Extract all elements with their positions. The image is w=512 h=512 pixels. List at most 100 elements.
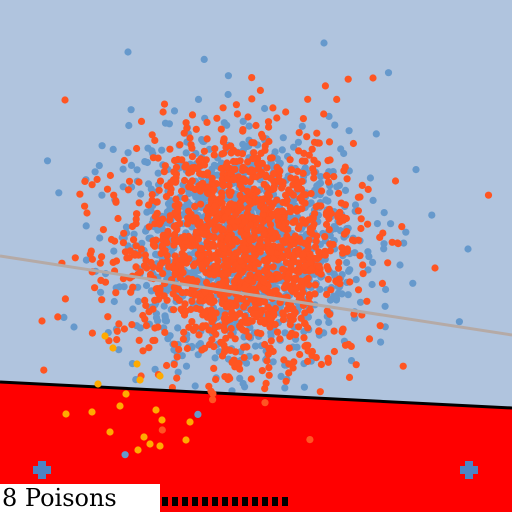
blue-point <box>335 181 343 189</box>
blue-point <box>279 134 287 142</box>
orange-point <box>170 168 178 176</box>
orange-point <box>259 133 267 141</box>
orange-point <box>287 262 295 270</box>
orange-point <box>295 268 303 276</box>
orange-point <box>265 364 273 372</box>
orange-point <box>240 245 248 253</box>
orange-point <box>323 263 331 271</box>
orange-point <box>125 177 134 185</box>
orange-point <box>191 202 199 210</box>
orange-point <box>217 233 225 241</box>
orange-point <box>273 114 281 122</box>
blue-point <box>144 180 153 188</box>
blue-point <box>251 342 260 350</box>
plus-icon[interactable] <box>460 461 478 479</box>
orange-point <box>267 203 275 211</box>
orange-point <box>254 165 263 173</box>
blue-point <box>143 158 151 167</box>
orange-point <box>183 344 191 353</box>
orange-point <box>344 75 352 83</box>
orange-point <box>248 213 256 221</box>
blue-point <box>428 211 436 219</box>
poison-point <box>94 380 102 388</box>
orange-point <box>221 255 229 264</box>
orange-point <box>299 169 307 177</box>
blue-point <box>154 226 162 234</box>
orange-point <box>264 190 272 198</box>
blue-point <box>236 374 244 382</box>
zone-boundary-line[interactable] <box>0 380 512 410</box>
orange-point <box>101 278 110 286</box>
orange-point <box>222 334 230 342</box>
orange-point <box>86 250 94 258</box>
orange-point <box>273 328 282 336</box>
orange-point <box>258 367 266 375</box>
blue-point <box>130 230 138 238</box>
progress-dash <box>222 497 228 506</box>
orange-point <box>148 191 156 199</box>
blue-point <box>174 324 182 332</box>
orange-point <box>114 214 122 223</box>
poison-point <box>134 446 142 454</box>
orange-point <box>283 196 291 204</box>
orange-point <box>334 264 343 272</box>
blue-point <box>119 165 127 173</box>
orange-point <box>211 253 219 261</box>
orange-point <box>252 173 260 181</box>
orange-point <box>276 335 284 343</box>
blue-point <box>115 283 124 291</box>
orange-point <box>333 278 341 286</box>
orange-point <box>242 327 250 335</box>
orange-point <box>99 226 107 234</box>
orange-point <box>279 316 287 324</box>
orange-point <box>139 347 147 355</box>
orange-point <box>341 341 350 349</box>
orange-point <box>170 360 178 369</box>
orange-point <box>275 178 283 186</box>
orange-point <box>256 86 264 94</box>
orange-point <box>200 223 208 231</box>
orange-point <box>176 220 184 228</box>
orange-point <box>126 247 134 255</box>
orange-point <box>147 258 155 267</box>
poison-point <box>146 440 154 448</box>
blue-point <box>160 302 168 310</box>
progress-dash <box>182 497 188 506</box>
orange-point <box>264 118 273 126</box>
orange-points-layer <box>38 74 493 396</box>
orange-point <box>219 138 227 146</box>
progress-dash <box>282 497 288 506</box>
orange-point <box>357 224 365 233</box>
orange-point <box>260 267 269 275</box>
orange-point <box>227 324 235 333</box>
orange-point <box>185 169 193 177</box>
orange-point <box>275 243 283 251</box>
plus-icon[interactable] <box>33 461 51 479</box>
orange-point <box>237 228 245 236</box>
orange-point <box>233 110 241 118</box>
blue-point <box>174 368 182 376</box>
orange-point <box>376 322 384 330</box>
orange-point <box>333 95 341 103</box>
orange-point <box>326 310 334 318</box>
orange-point <box>188 297 196 305</box>
poison-point <box>186 418 194 426</box>
orange-point <box>358 181 366 189</box>
orange-point <box>180 129 188 137</box>
blue-point <box>402 228 410 236</box>
orange-point <box>220 149 228 157</box>
orange-point <box>322 220 331 229</box>
orange-point <box>290 311 298 319</box>
orange-point <box>343 247 351 256</box>
orange-point <box>317 360 325 369</box>
blue-point <box>320 39 328 47</box>
blue-point <box>165 120 173 128</box>
orange-point <box>274 213 282 221</box>
orange-point <box>145 344 153 352</box>
orange-point <box>155 295 163 303</box>
orange-point <box>120 325 128 333</box>
blue-point <box>412 166 420 174</box>
orange-point <box>132 263 140 271</box>
